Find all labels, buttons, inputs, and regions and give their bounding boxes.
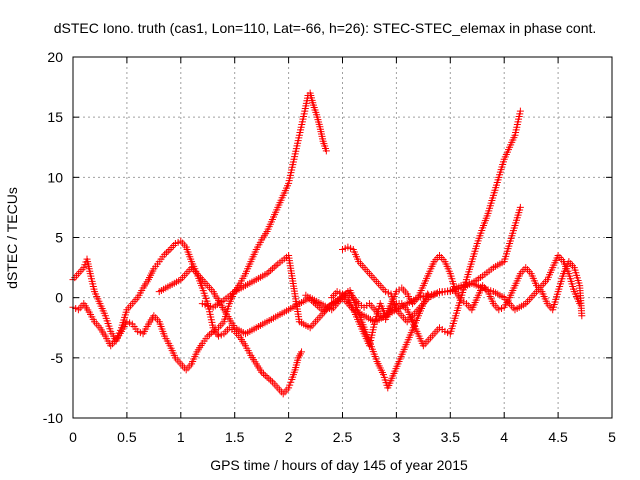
series-2 — [69, 89, 330, 374]
data-point — [516, 203, 524, 211]
data-point — [272, 262, 280, 270]
data-point — [261, 371, 269, 379]
axis-tick-labels: 0 0.5 1 1.5 2 2.5 3 3.5 4 4.5 5 -10 -5 0 5 10 15 20 — [43, 49, 616, 445]
data-point — [263, 270, 271, 278]
y-tick-label: 10 — [47, 169, 63, 185]
data-point — [259, 370, 267, 378]
y-tick-label: 5 — [55, 230, 63, 246]
plot-frame — [72, 56, 613, 419]
data-point — [258, 368, 266, 376]
data-point — [298, 348, 306, 356]
x-tick-label: 4.5 — [548, 429, 568, 445]
data-point — [207, 329, 215, 337]
y-axis-label: dSTEC / TECUs — [4, 187, 20, 289]
x-tick-label: 0 — [69, 429, 77, 445]
y-tick-label: 20 — [47, 49, 63, 65]
series-6 — [339, 243, 584, 326]
data-point — [204, 332, 212, 340]
x-tick-label: 3.5 — [441, 429, 461, 445]
y-tick-label: 0 — [55, 290, 63, 306]
grid — [73, 57, 612, 418]
series-7 — [302, 286, 432, 392]
x-tick-label: 5 — [608, 429, 616, 445]
data-point — [270, 263, 278, 271]
data-point — [576, 300, 584, 308]
data-point — [267, 376, 275, 384]
data-point — [161, 250, 169, 258]
data-point — [162, 249, 170, 257]
x-axis-label: GPS time / hours of day 145 of year 2015 — [210, 457, 468, 473]
data-point — [206, 331, 214, 339]
x-tick-label: 1 — [177, 429, 185, 445]
data-point — [265, 268, 273, 276]
data-point — [164, 247, 172, 255]
x-tick-label: 2 — [285, 429, 293, 445]
series-1 — [69, 237, 306, 398]
data-point — [578, 312, 586, 320]
y-tick-label: 15 — [47, 109, 63, 125]
data-point — [267, 266, 275, 274]
series-3 — [155, 107, 524, 350]
x-tick-label: 3 — [393, 429, 401, 445]
data-point — [263, 373, 271, 381]
data-points — [69, 89, 586, 398]
data-point — [424, 290, 432, 298]
x-tick-label: 1.5 — [225, 429, 245, 445]
data-point — [265, 375, 273, 383]
x-tick-label: 0.5 — [117, 429, 137, 445]
data-point — [268, 265, 276, 273]
x-tick-label: 4 — [500, 429, 508, 445]
y-tick-label: -10 — [43, 410, 63, 426]
y-tick-label: -5 — [51, 350, 64, 366]
x-tick-label: 2.5 — [333, 429, 353, 445]
chart-title: dSTEC Iono. truth (cas1, Lon=110, Lat=-6… — [54, 20, 597, 36]
data-point — [322, 147, 330, 155]
data-point — [516, 107, 524, 115]
